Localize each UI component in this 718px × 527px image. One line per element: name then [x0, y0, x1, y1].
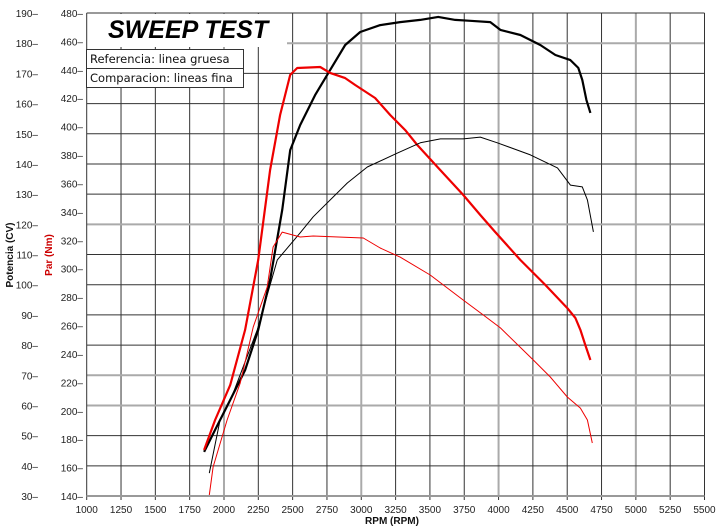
- power-tick-label: 150–: [16, 130, 39, 141]
- x-tick-label: 5000: [625, 505, 648, 516]
- chart-title: SWEEP TEST: [108, 16, 271, 44]
- power-tick-label: 70–: [21, 371, 38, 382]
- torque-tick-label: 460–: [61, 37, 84, 48]
- legend: Referencia: linea gruesa Comparacion: li…: [86, 49, 244, 88]
- torque-reference-line: [203, 65, 592, 451]
- power-comparison-line: [208, 136, 594, 474]
- power-tick-label: 130–: [16, 190, 39, 201]
- torque-tick-label: 280–: [61, 293, 84, 304]
- x-tick-label: 1750: [179, 505, 202, 516]
- torque-tick-label: 360–: [61, 179, 84, 190]
- power-tick-label: 160–: [16, 100, 39, 111]
- torque-tick-label: 380–: [61, 151, 84, 162]
- x-tick-label: 2000: [213, 505, 236, 516]
- x-tick-label: 3000: [350, 505, 373, 516]
- power-tick-label: 190–: [16, 9, 39, 20]
- power-tick-label: 30–: [21, 492, 38, 503]
- x-tick-label: 2250: [247, 505, 270, 516]
- axes: 1000 1250 1500 1750 2000 2250 2500 2750 3000 3250…: [16, 9, 716, 516]
- torque-tick-label: 300–: [61, 265, 84, 276]
- x-tick-label: 1250: [110, 505, 133, 516]
- legend-item-reference: Referencia: linea gruesa: [90, 52, 230, 66]
- y-axis-label-torque: Par (Nm): [44, 234, 55, 276]
- x-tick-label: 4500: [556, 505, 579, 516]
- x-tick-label: 1500: [144, 505, 167, 516]
- power-tick-label: 90–: [21, 311, 38, 322]
- title-box: SWEEP TEST: [88, 14, 286, 47]
- x-tick-label: 3750: [453, 505, 476, 516]
- torque-tick-label: 320–: [61, 236, 84, 247]
- x-tick-label: 2750: [316, 505, 339, 516]
- x-axis-label: RPM (RPM): [365, 516, 419, 527]
- y-axis-label-power: Potencia (CV): [5, 222, 16, 287]
- series-lines: [203, 15, 594, 496]
- legend-item-comparison: Comparacion: lineas fina: [90, 71, 233, 85]
- power-tick-label: 180–: [16, 39, 39, 50]
- x-tick-label: 5500: [693, 505, 716, 516]
- torque-tick-label: 260–: [61, 322, 84, 333]
- torque-tick-label: 200–: [61, 407, 84, 418]
- power-tick-label: 140–: [16, 160, 39, 171]
- power-tick-label: 40–: [21, 462, 38, 473]
- power-tick-label: 80–: [21, 341, 38, 352]
- torque-tick-label: 240–: [61, 350, 84, 361]
- power-reference-line: [203, 15, 592, 453]
- torque-tick-label: 180–: [61, 435, 84, 446]
- x-tick-label: 5250: [659, 505, 682, 516]
- x-tick-label: 3500: [419, 505, 442, 516]
- torque-comparison-line: [208, 231, 593, 496]
- torque-tick-label: 160–: [61, 464, 84, 475]
- power-tick-label: 100–: [16, 281, 39, 292]
- grid: [86, 13, 705, 496]
- torque-tick-label: 400–: [61, 123, 84, 134]
- power-tick-label: 110–: [16, 251, 38, 262]
- power-tick-label: 170–: [16, 69, 39, 80]
- torque-tick-label: 340–: [61, 208, 84, 219]
- torque-tick-label: 420–: [61, 94, 84, 105]
- power-tick-label: 60–: [21, 401, 38, 412]
- x-tick-label: 4000: [487, 505, 510, 516]
- x-tick-label: 4250: [522, 505, 545, 516]
- power-tick-label: 50–: [21, 432, 38, 443]
- torque-tick-label: 440–: [61, 66, 84, 77]
- torque-tick-label: 140–: [61, 492, 84, 503]
- x-tick-label: 1000: [76, 505, 99, 516]
- x-tick-label: 3250: [384, 505, 407, 516]
- torque-tick-label: 220–: [61, 378, 84, 389]
- power-tick-label: 120–: [16, 220, 39, 231]
- torque-tick-label: 480–: [61, 9, 84, 20]
- x-tick-label: 4750: [590, 505, 613, 516]
- x-tick-label: 2500: [282, 505, 305, 516]
